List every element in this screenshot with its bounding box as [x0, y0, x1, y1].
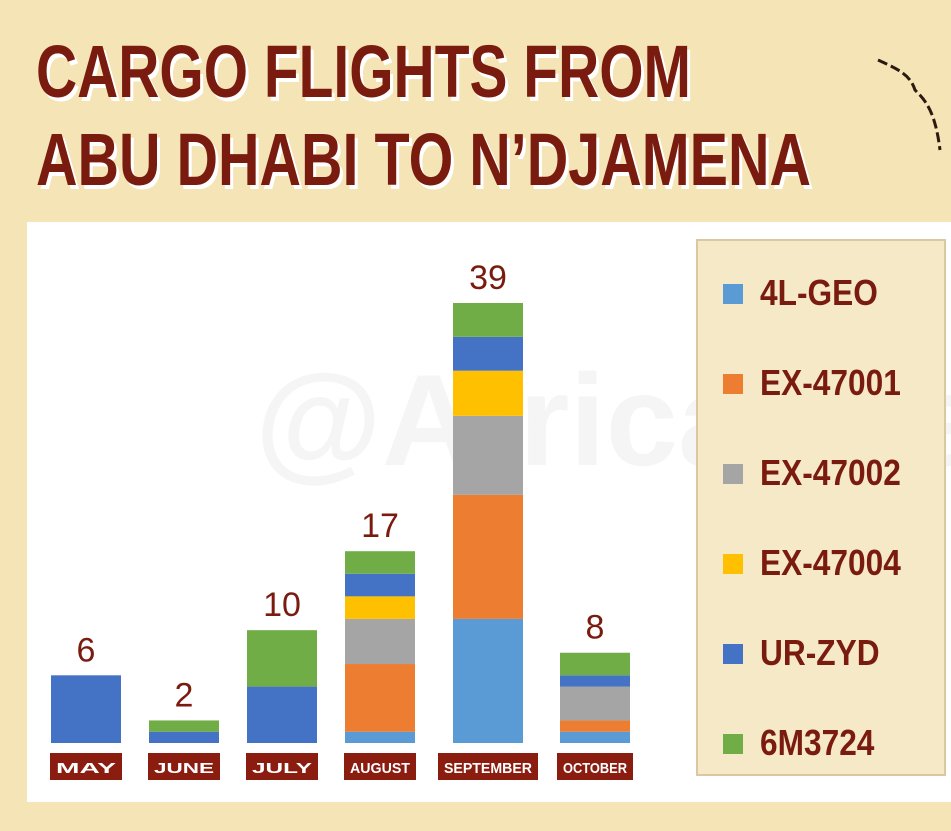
bar-segment: [51, 675, 121, 743]
bar-segment: [345, 731, 415, 743]
legend-swatch: [723, 644, 743, 664]
total-label: 2: [175, 676, 194, 714]
chart-title-shadow: CARGO FLIGHTS FROM: [39, 34, 694, 117]
bar-segment: [247, 630, 317, 687]
bar-segment: [453, 303, 523, 337]
bar-segment: [453, 370, 523, 416]
total-label: 8: [586, 609, 605, 647]
legend-swatch: [723, 374, 743, 394]
bar-segment: [345, 573, 415, 597]
legend-swatch: [723, 554, 743, 574]
x-tick-label: AUGUST: [350, 760, 410, 777]
x-tick-label: MAY: [56, 760, 116, 777]
x-tick-label: SEPTEMBER: [444, 760, 532, 777]
chart-title-shadow: ABU DHABI TO N’DJAMENA: [39, 122, 814, 205]
legend-label: 6M3724: [760, 723, 875, 763]
chart-title: ABU DHABI TO N’DJAMENA: [36, 118, 811, 201]
bar-segment: [345, 664, 415, 732]
total-label: 6: [77, 631, 96, 669]
bar-segment: [453, 415, 523, 495]
category-box: [344, 753, 416, 780]
bar-segment: [560, 731, 630, 743]
bar-segment: [345, 551, 415, 574]
bar-segment: [345, 618, 415, 665]
category-box: [438, 753, 538, 780]
bar-segment: [560, 686, 630, 721]
x-tick-label: JULY: [252, 760, 312, 777]
category-box: [557, 753, 633, 780]
bar-segment: [560, 675, 630, 687]
bar-segment: [247, 686, 317, 743]
bar-segment: [345, 596, 415, 619]
legend-swatch: [723, 284, 743, 304]
category-box: [50, 753, 122, 780]
category-box: [148, 753, 220, 780]
bar-segment: [560, 720, 630, 732]
legend-swatch: [723, 464, 743, 484]
total-label: 17: [361, 507, 399, 545]
total-label: 39: [469, 259, 507, 297]
x-tick-label: JUNE: [154, 760, 214, 777]
chart-title: CARGO FLIGHTS FROM: [36, 30, 691, 113]
bar-segment: [149, 720, 219, 732]
total-label: 10: [263, 586, 301, 624]
legend-label: 4L-GEO: [760, 273, 878, 313]
legend-label: UR-ZYD: [760, 633, 880, 673]
legend-label: EX-47001: [760, 363, 901, 403]
bar-segment: [453, 494, 523, 619]
bar-segment: [453, 618, 523, 743]
map-outline: [877, 58, 942, 151]
x-tick-label: OCTOBER: [563, 760, 627, 777]
bar-segment: [560, 652, 630, 676]
bar-segment: [453, 336, 523, 371]
legend-swatch: [723, 734, 743, 754]
category-box: [246, 753, 318, 780]
legend-label: EX-47004: [760, 543, 901, 583]
bar-segment: [149, 731, 219, 743]
legend-label: EX-47002: [760, 453, 901, 493]
legend-box: [696, 239, 946, 776]
